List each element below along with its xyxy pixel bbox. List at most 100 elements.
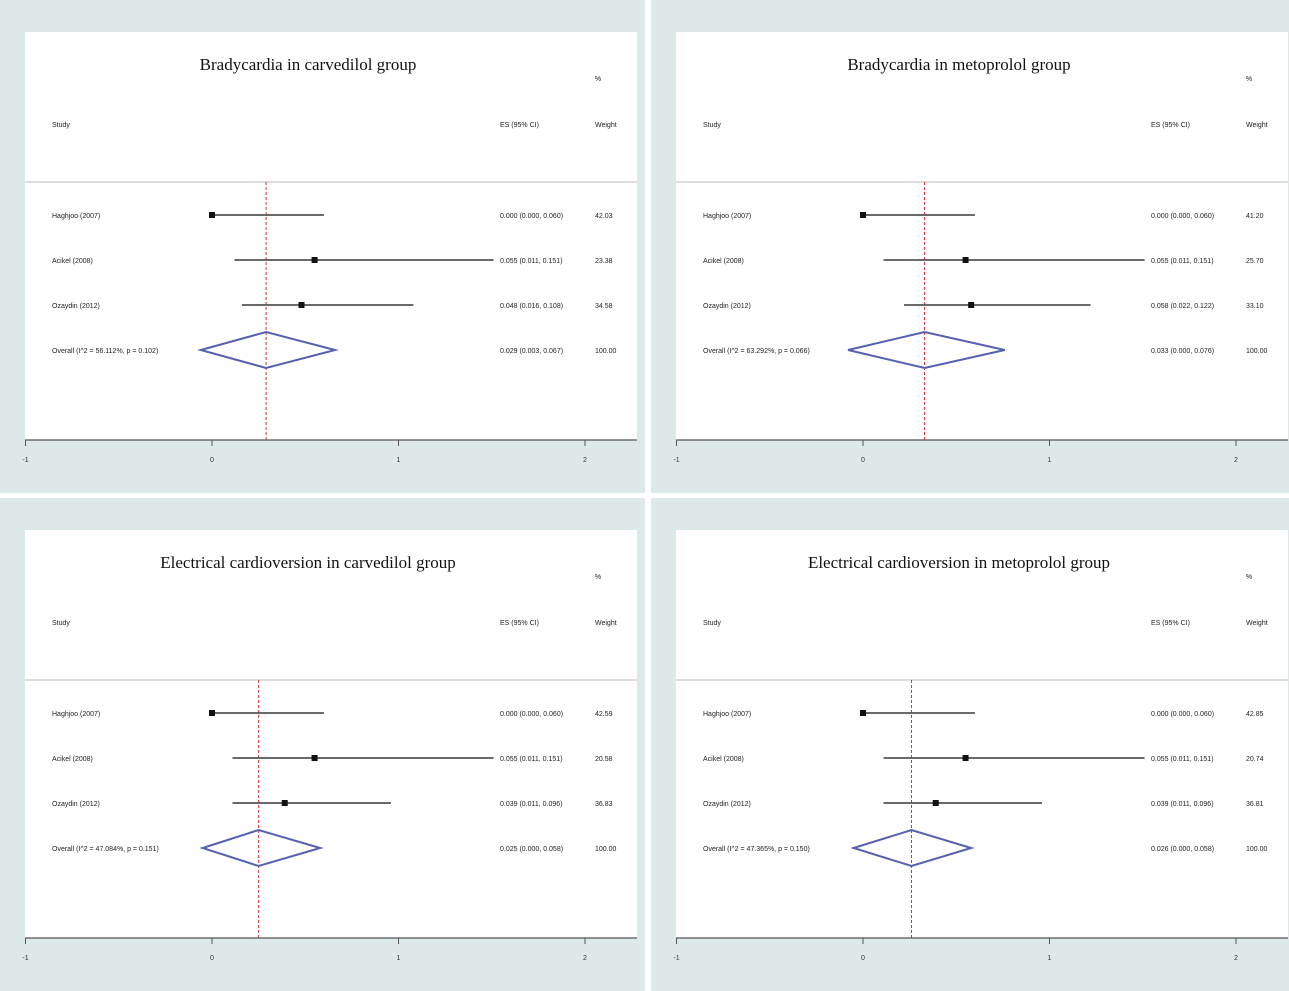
study-header: Study xyxy=(703,620,721,627)
study-weight: 34.58 xyxy=(595,303,613,310)
es-header: ES (95% CI) xyxy=(1151,122,1190,129)
study-point xyxy=(311,755,318,761)
x-tick-label: 1 xyxy=(1048,457,1052,464)
study-name: Haghjoo (2007) xyxy=(703,213,751,220)
x-tick-label: 1 xyxy=(1048,955,1052,962)
study-point xyxy=(932,800,939,806)
overall-label: Overall (I^2 = 63.292%, p = 0.066) xyxy=(703,348,810,355)
x-tick-label: 2 xyxy=(1234,955,1238,962)
overall-label: Overall (I^2 = 47.365%, p = 0.150) xyxy=(703,846,810,853)
plot-area xyxy=(25,530,637,938)
study-es-text: 0.000 (0.000, 0.060) xyxy=(500,213,563,220)
es-header: ES (95% CI) xyxy=(500,122,539,129)
overall-weight: 100.00 xyxy=(1246,348,1268,355)
weight-header: Weight xyxy=(1246,620,1268,627)
forest-panel-cardioversion-carvedilol: Electrical cardioversion in carvedilol g… xyxy=(0,498,645,991)
study-es-text: 0.055 (0.011, 0.151) xyxy=(1151,756,1214,763)
weight-header: Weight xyxy=(595,620,617,627)
study-es-text: 0.048 (0.016, 0.108) xyxy=(500,303,563,310)
study-point xyxy=(311,257,318,263)
study-name: Ozaydin (2012) xyxy=(703,303,751,310)
forest-panel-bradycardia-carvedilol: Bradycardia in carvedilol group% Study ES … xyxy=(0,0,645,493)
overall-es-text: 0.029 (0.003, 0.067) xyxy=(500,348,563,355)
study-weight: 41.20 xyxy=(1246,213,1264,220)
weight-header: Weight xyxy=(595,122,617,129)
study-name: Haghjoo (2007) xyxy=(703,711,751,718)
study-weight: 36.81 xyxy=(1246,801,1264,808)
chart-title: Electrical cardioversion in metoprolol g… xyxy=(808,553,1110,572)
study-point xyxy=(860,710,866,716)
study-weight: 42.85 xyxy=(1246,711,1264,718)
study-name: Ozaydin (2012) xyxy=(52,303,100,310)
x-tick-label: -1 xyxy=(673,457,679,464)
x-tick-label: 1 xyxy=(397,457,401,464)
study-es-text: 0.000 (0.000, 0.060) xyxy=(1151,213,1214,220)
study-weight: 25.70 xyxy=(1246,258,1264,265)
x-tick-label: 1 xyxy=(397,955,401,962)
x-tick-label: -1 xyxy=(673,955,679,962)
study-header: Study xyxy=(52,620,70,627)
study-point xyxy=(209,212,215,218)
study-point xyxy=(209,710,215,716)
study-point xyxy=(860,212,866,218)
es-header: ES (95% CI) xyxy=(500,620,539,627)
study-name: Acikel (2008) xyxy=(703,258,744,265)
x-tick-label: 2 xyxy=(583,457,587,464)
study-weight: 33.10 xyxy=(1246,303,1264,310)
overall-diamond xyxy=(197,330,340,370)
study-point xyxy=(281,800,288,806)
study-header: Study xyxy=(703,122,721,129)
study-header: Study xyxy=(52,122,70,129)
study-weight: 23.38 xyxy=(595,258,613,265)
study-point xyxy=(962,755,969,761)
study-es-text: 0.039 (0.011, 0.096) xyxy=(500,801,563,808)
forest-panel-bradycardia-metoprolol: Bradycardia in metoprolol group% Study ES … xyxy=(651,0,1289,493)
chart-title: Bradycardia in metoprolol group xyxy=(847,55,1070,74)
x-tick-label: 2 xyxy=(583,955,587,962)
x-tick-label: -1 xyxy=(22,457,28,464)
weight-header: Weight xyxy=(1246,122,1268,129)
overall-weight: 100.00 xyxy=(595,348,617,355)
plot-area xyxy=(676,32,1288,440)
overall-diamond xyxy=(847,330,1005,370)
overall-es-text: 0.033 (0.000, 0.076) xyxy=(1151,348,1214,355)
percent-header: % xyxy=(1246,76,1252,83)
forest-plot-svg: Electrical cardioversion in carvedilol g… xyxy=(22,530,637,962)
study-weight: 42.03 xyxy=(595,213,613,220)
study-es-text: 0.055 (0.011, 0.151) xyxy=(500,258,563,265)
overall-weight: 100.00 xyxy=(595,846,617,853)
x-tick-label: 2 xyxy=(1234,457,1238,464)
study-name: Acikel (2008) xyxy=(703,756,744,763)
study-name: Acikel (2008) xyxy=(52,756,93,763)
overall-weight: 100.00 xyxy=(1246,846,1268,853)
chart-title: Bradycardia in carvedilol group xyxy=(200,55,417,74)
overall-es-text: 0.025 (0.000, 0.058) xyxy=(500,846,563,853)
x-tick-label: 0 xyxy=(861,457,865,464)
study-weight: 20.74 xyxy=(1246,756,1264,763)
percent-header: % xyxy=(1246,574,1252,581)
plot-area xyxy=(676,530,1288,938)
percent-header: % xyxy=(595,76,601,83)
study-es-text: 0.000 (0.000, 0.060) xyxy=(500,711,563,718)
overall-es-text: 0.026 (0.000, 0.058) xyxy=(1151,846,1214,853)
study-point xyxy=(968,302,975,308)
study-name: Acikel (2008) xyxy=(52,258,93,265)
x-tick-label: 0 xyxy=(210,955,214,962)
study-weight: 20.58 xyxy=(595,756,613,763)
forest-plot-svg: Electrical cardioversion in metoprolol g… xyxy=(673,530,1288,962)
forest-plot-svg: Bradycardia in carvedilol group% Study ES … xyxy=(22,32,637,464)
study-es-text: 0.058 (0.022, 0.122) xyxy=(1151,303,1214,310)
study-point xyxy=(962,257,969,263)
es-header: ES (95% CI) xyxy=(1151,620,1190,627)
overall-label: Overall (I^2 = 56.112%, p = 0.102) xyxy=(52,348,158,355)
study-name: Ozaydin (2012) xyxy=(703,801,751,808)
study-name: Ozaydin (2012) xyxy=(52,801,100,808)
study-es-text: 0.000 (0.000, 0.060) xyxy=(1151,711,1214,718)
percent-header: % xyxy=(595,574,601,581)
forest-plot-svg: Bradycardia in metoprolol group% Study ES … xyxy=(673,32,1288,464)
overall-diamond xyxy=(199,828,324,868)
study-point xyxy=(298,302,305,308)
study-weight: 36.83 xyxy=(595,801,613,808)
chart-title: Electrical cardioversion in carvedilol g… xyxy=(160,553,456,572)
